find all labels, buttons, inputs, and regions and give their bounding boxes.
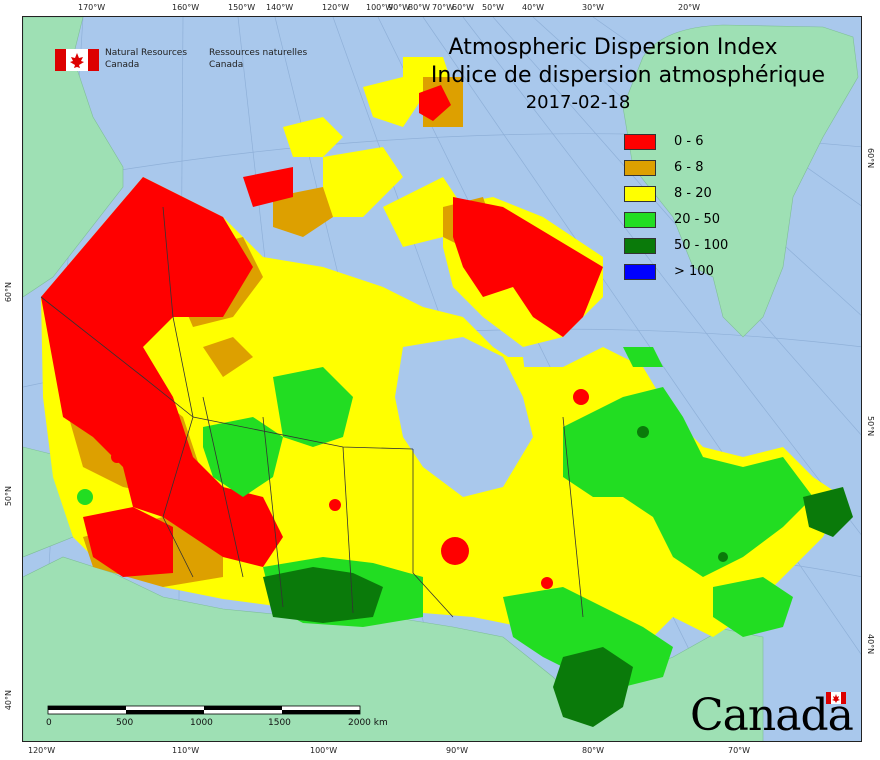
legend-label: > 100 bbox=[674, 264, 714, 279]
red-spot-ontario bbox=[441, 537, 469, 565]
legend-swatch bbox=[624, 238, 656, 254]
tick-top-170w: 170°W bbox=[78, 3, 106, 12]
scale-label: 500 bbox=[116, 718, 134, 728]
legend-item: 50 - 100 bbox=[624, 236, 784, 256]
green-maritime bbox=[713, 577, 793, 637]
usa-land bbox=[23, 556, 764, 741]
tick-top-160w: 160°W bbox=[172, 3, 200, 12]
tick-top-120w: 120°W bbox=[322, 3, 350, 12]
map-title: Atmospheric Dispersion Index Indice de d… bbox=[398, 34, 858, 116]
arctic-island-1 bbox=[283, 117, 343, 157]
dkgreen-ontario bbox=[553, 647, 633, 727]
provincial-boundaries bbox=[40, 206, 584, 618]
tick-bottom-90w: 90°W bbox=[446, 746, 469, 755]
tick-bottom-120w: 120°W bbox=[28, 746, 56, 755]
greenland-land bbox=[622, 24, 859, 338]
legend-label: 20 - 50 bbox=[674, 212, 721, 227]
tick-right-60n: 60°N bbox=[866, 148, 875, 169]
legend-label: 0 - 6 bbox=[674, 134, 704, 149]
zone-0-6 bbox=[41, 85, 603, 589]
tick-right-40n: 40°N bbox=[866, 634, 875, 655]
tick-top-150w: 150°W bbox=[228, 3, 256, 12]
land-outside bbox=[23, 17, 859, 741]
legend-item: > 100 bbox=[624, 262, 784, 282]
hudson-bay bbox=[395, 337, 533, 497]
legend-item: 20 - 50 bbox=[624, 210, 784, 230]
legend-item: 0 - 6 bbox=[624, 132, 784, 152]
legend-swatch bbox=[624, 186, 656, 202]
zone-50-100 bbox=[263, 426, 853, 727]
scale-label: 0 bbox=[46, 718, 52, 728]
map-svg bbox=[23, 17, 861, 741]
tick-top-80w: 80°W bbox=[408, 3, 431, 12]
tick-top-30w: 30°W bbox=[582, 3, 605, 12]
scale-label: 1500 bbox=[268, 718, 291, 728]
tick-top-100w: 100°W bbox=[366, 3, 394, 12]
tick-top-50w: 50°W bbox=[482, 3, 505, 12]
legend-item: 6 - 8 bbox=[624, 158, 784, 178]
legend-swatch bbox=[624, 160, 656, 176]
scale-label: 1000 bbox=[190, 718, 213, 728]
red-ellesmere bbox=[419, 85, 451, 121]
tick-bottom-100w: 100°W bbox=[310, 746, 338, 755]
legend-swatch bbox=[624, 134, 656, 150]
legend-label: 50 - 100 bbox=[674, 238, 729, 253]
green-labrador bbox=[623, 347, 663, 367]
agency-en-line2: Canada bbox=[105, 60, 140, 70]
tick-bottom-80w: 80°W bbox=[582, 746, 605, 755]
red-bc-south bbox=[83, 507, 173, 577]
scale-bar-graphic bbox=[47, 705, 361, 715]
tick-top-20w: 20°W bbox=[678, 3, 701, 12]
canada-flag-icon bbox=[55, 49, 99, 71]
tick-top-40w: 40°W bbox=[522, 3, 545, 12]
legend-item: 8 - 20 bbox=[624, 184, 784, 204]
tick-bottom-70w: 70°W bbox=[728, 746, 751, 755]
tick-bottom-110w: 110°W bbox=[172, 746, 200, 755]
legend-swatch bbox=[624, 212, 656, 228]
agency-fr-line1: Ressources naturelles bbox=[209, 48, 308, 58]
red-west bbox=[41, 177, 283, 567]
green-prairie-1 bbox=[203, 417, 283, 497]
tick-top-140w: 140°W bbox=[266, 3, 294, 12]
legend-label: 8 - 20 bbox=[674, 186, 712, 201]
legend-label: 6 - 8 bbox=[674, 160, 704, 175]
dkgreen-nfld bbox=[803, 487, 853, 537]
legend-swatch bbox=[624, 264, 656, 280]
arctic-island-2 bbox=[323, 147, 403, 217]
green-ontario bbox=[503, 587, 673, 687]
tick-left-50n: 50°N bbox=[4, 486, 13, 507]
wordmark-flag-icon bbox=[826, 692, 846, 704]
agency-en-line1: Natural Resources bbox=[105, 48, 188, 58]
red-spot-quebec bbox=[573, 389, 589, 405]
tick-left-40n: 40°N bbox=[4, 690, 13, 711]
title-french: Indice de dispersion atmosphérique bbox=[430, 63, 826, 88]
tick-top-90w: 90°W bbox=[388, 3, 411, 12]
tick-top-60w: 60°W bbox=[452, 3, 475, 12]
map-canvas[interactable]: Natural Resources Canada Ressources natu… bbox=[22, 16, 862, 742]
scale-label: 2000 km bbox=[348, 718, 388, 728]
agency-fr-line2: Canada bbox=[209, 60, 244, 70]
tick-top-70w: 70°W bbox=[432, 3, 455, 12]
tick-left-60n: 60°N bbox=[4, 282, 13, 303]
title-english: Atmospheric Dispersion Index bbox=[448, 35, 778, 60]
green-quebec bbox=[563, 387, 813, 577]
green-prairie-2 bbox=[273, 367, 353, 447]
red-arctic-1 bbox=[243, 167, 293, 207]
tick-right-50n: 50°N bbox=[866, 416, 875, 437]
zone-20-50 bbox=[77, 347, 813, 687]
scale-bar: 0 500 1000 1500 2000 km bbox=[46, 704, 388, 734]
alaska-land bbox=[23, 17, 124, 298]
map-date: 2017-02-18 bbox=[525, 92, 631, 113]
red-baffin bbox=[453, 197, 603, 337]
